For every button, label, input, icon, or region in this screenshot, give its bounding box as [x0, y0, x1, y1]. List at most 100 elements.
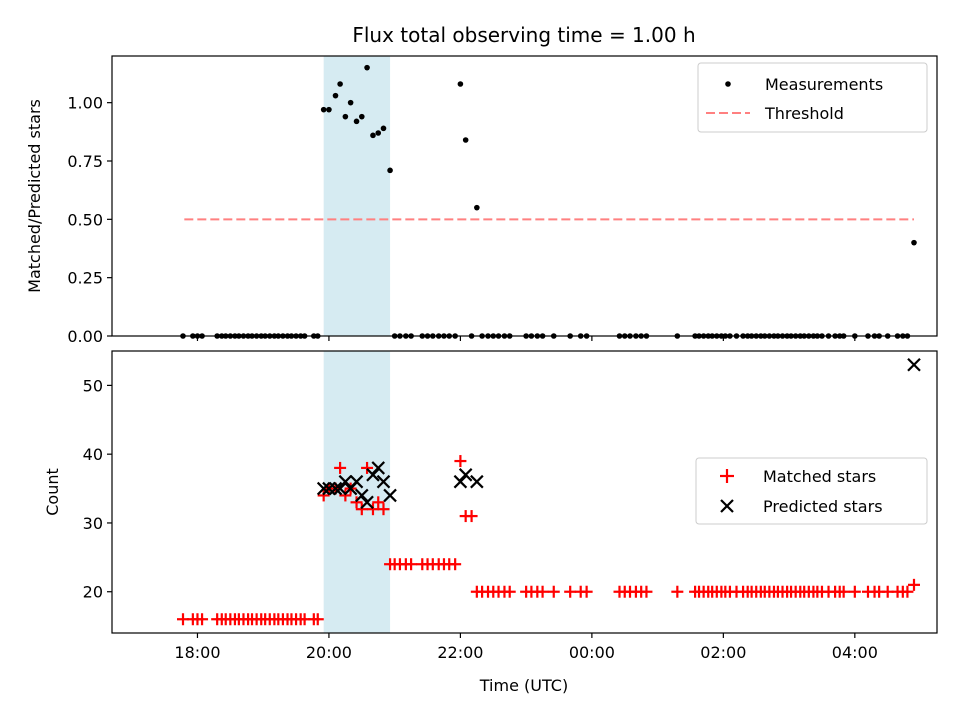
top-highlight-span: [323, 56, 391, 336]
matched-star-point: [196, 613, 209, 626]
bottom-y-axis-label: Count: [43, 468, 62, 516]
measurement-point: [353, 118, 360, 125]
matched-star-point: [372, 496, 385, 509]
matched-star-point: [848, 585, 861, 598]
y-tick-label: 50: [83, 376, 103, 395]
matched-star-point: [837, 585, 850, 598]
predicted-star-point: [366, 468, 380, 482]
x-tick-label: 04:00: [832, 643, 878, 662]
measurement-point: [911, 239, 917, 246]
predicted-star-point: [316, 481, 331, 496]
legend-measurements-label: Measurements: [765, 75, 883, 94]
top-plot-frame: [111, 55, 938, 337]
x-tick-label: 02:00: [700, 643, 746, 662]
x-tick-label: 00:00: [569, 643, 615, 662]
measurement-point: [474, 204, 480, 211]
measurement-point: [370, 132, 376, 139]
matched-star-point: [536, 585, 549, 598]
bottom-predicted-points: [316, 357, 921, 510]
matched-star-point: [449, 558, 462, 571]
bottom-plot-frame: [111, 350, 938, 634]
legend-measurements-marker: [725, 81, 731, 87]
top-y-axis-label: Matched/Predicted stars: [25, 99, 44, 293]
measurement-point: [364, 64, 370, 71]
legend-threshold-label: Threshold: [764, 104, 844, 123]
x-axis-label: Time (UTC): [479, 676, 568, 695]
predicted-star-point: [371, 461, 386, 475]
matched-star-point: [334, 461, 347, 474]
matched-star-point: [361, 461, 374, 474]
y-tick-label: 30: [83, 514, 103, 533]
measurement-point: [347, 99, 354, 106]
x-tick-label: 22:00: [437, 643, 483, 662]
matched-star-point: [564, 585, 577, 598]
bottom-y-ticks: 20 30 40 50: [83, 376, 112, 602]
predicted-star-point: [349, 474, 364, 489]
y-tick-label: 20: [83, 583, 103, 602]
matched-star-point: [311, 613, 324, 626]
measurement-point: [375, 130, 382, 136]
matched-star-point: [405, 558, 418, 571]
x-tick-label: 20:00: [306, 643, 352, 662]
matched-star-point: [454, 455, 467, 468]
measurement-point: [326, 106, 332, 113]
y-tick-label: 0.50: [67, 210, 103, 229]
matched-star-point: [366, 503, 379, 516]
y-tick-label: 0.00: [67, 327, 103, 346]
bottom-legend: Matched stars Predicted stars: [695, 457, 928, 525]
y-tick-label: 0.75: [67, 152, 103, 171]
measurement-point: [337, 81, 343, 87]
predicted-star-point: [355, 488, 369, 503]
matched-star-point: [671, 585, 684, 598]
predicted-star-point: [376, 474, 391, 489]
matched-star-point: [339, 489, 352, 502]
matched-star-point: [907, 578, 920, 591]
measurement-point: [380, 125, 387, 132]
predicted-star-point: [360, 495, 374, 510]
matched-star-point: [503, 585, 516, 598]
matched-star-point: [465, 510, 478, 523]
matched-star-point: [317, 489, 330, 502]
predicted-star-point: [470, 474, 484, 489]
predicted-star-point: [328, 481, 343, 496]
matched-star-point: [377, 503, 390, 516]
predicted-star-point: [383, 488, 397, 503]
y-tick-label: 0.25: [67, 269, 103, 288]
predicted-star-point: [453, 474, 468, 489]
bottom-matched-points: [176, 455, 920, 626]
measurement-point: [320, 106, 327, 113]
legend-predicted-label: Predicted stars: [763, 497, 883, 516]
top-panel: Flux total observing time = 1.00 h 0.000…: [25, 23, 938, 346]
legend-matched-marker: [720, 469, 734, 483]
matched-star-point: [547, 585, 560, 598]
top-legend-box: [697, 62, 928, 133]
top-x-ticks: [196, 336, 856, 341]
predicted-star-point: [338, 474, 353, 489]
top-legend: Measurements Threshold: [697, 62, 928, 133]
x-tick-label: 18:00: [174, 643, 220, 662]
matched-star-point: [350, 496, 363, 509]
matched-star-point: [640, 585, 653, 598]
predicted-star-point: [458, 468, 473, 482]
measurement-point: [387, 167, 393, 174]
matched-star-point: [355, 503, 368, 516]
legend-predicted-marker: [720, 499, 734, 513]
predicted-star-point: [333, 481, 347, 496]
bottom-legend-box: [695, 457, 928, 525]
measurement-point: [457, 81, 464, 87]
legend-matched-label: Matched stars: [763, 467, 876, 486]
measurement-point: [462, 137, 469, 143]
predicted-star-point: [907, 357, 921, 372]
matched-star-point: [901, 585, 914, 598]
measurement-point: [342, 113, 349, 120]
y-tick-label: 1.00: [67, 94, 103, 113]
chart-title: Flux total observing time = 1.00 h: [352, 23, 695, 47]
y-tick-label: 40: [83, 445, 103, 464]
measurement-point: [332, 92, 339, 99]
top-y-ticks: 0.00 0.25 0.50 0.75 1.00: [67, 94, 112, 346]
measurement-point: [359, 113, 365, 120]
matched-star-point: [580, 585, 593, 598]
bottom-x-ticks: 18:00 20:00 22:00 00:00 02:00 04:00: [174, 633, 878, 662]
